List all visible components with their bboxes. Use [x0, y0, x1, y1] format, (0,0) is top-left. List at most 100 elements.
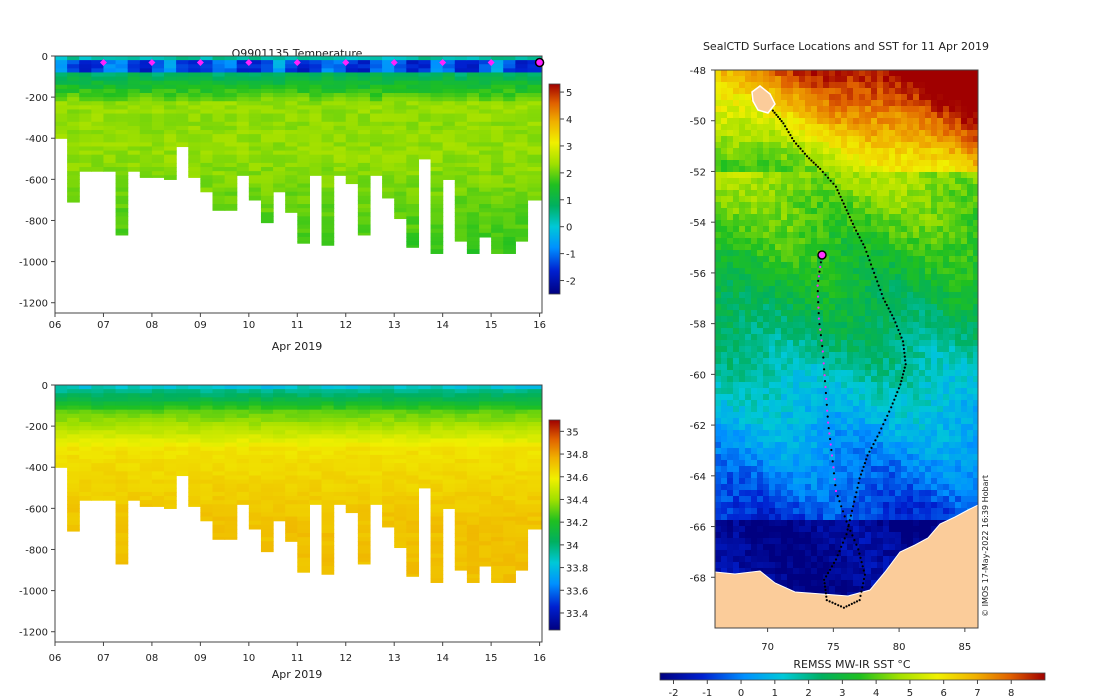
temperature-xtick-12: 12 — [339, 320, 352, 331]
salinity-ytick--200: -200 — [25, 422, 48, 433]
salinity-xtick-07: 07 — [97, 653, 110, 664]
surface-marker-9 — [196, 59, 204, 66]
antarctic-land — [715, 504, 978, 628]
salinity-xtick-10: 10 — [242, 653, 255, 664]
salinity-ytick--600: -600 — [25, 504, 48, 515]
salinity-profile-7 — [127, 385, 141, 501]
salinity-cbar-tick: 34.2 — [566, 518, 588, 529]
sst-cbar-tick: -2 — [669, 688, 679, 699]
sst-colorbar — [659, 672, 1046, 681]
lat-tick--62: -62 — [690, 421, 706, 432]
salinity-ytick--400: -400 — [25, 463, 48, 474]
salinity-colorbar — [548, 419, 561, 631]
longitude-axis: 70 75 80 85 — [761, 628, 971, 653]
temperature-cbar-tick: 5 — [566, 88, 572, 99]
current-profile-marker — [534, 57, 545, 68]
sst-cbar-tick: -1 — [702, 688, 712, 699]
sst-cbar-tick: 0 — [738, 688, 744, 699]
salinity-xtick-13: 13 — [388, 653, 401, 664]
temperature-profile-10 — [164, 56, 177, 180]
temperature-profile-39 — [515, 56, 529, 242]
temperature-profile-37 — [491, 56, 504, 254]
salinity-profile-12 — [188, 385, 201, 507]
lat-tick--64: -64 — [690, 472, 706, 483]
temperature-profile-6 — [115, 56, 129, 236]
temperature-profile-4 — [91, 56, 105, 172]
temperature-cbar-tick: 0 — [566, 223, 572, 234]
map-axes-frame — [714, 69, 979, 629]
temperature-colorbar — [548, 83, 561, 295]
sst-cbar-tick: 4 — [873, 688, 879, 699]
salinity-xtick-16: 16 — [533, 653, 546, 664]
salinity-cbar-tick: 35 — [566, 427, 579, 438]
salinity-profile-15 — [224, 385, 238, 540]
sst-cbar-tick: 3 — [839, 688, 845, 699]
lat-tick--52: -52 — [690, 167, 706, 178]
salinity-ytick-0: 0 — [42, 381, 48, 392]
temperature-ytick-0: 0 — [42, 52, 48, 63]
surface-marker-8 — [148, 59, 156, 66]
salinity-cbar-tick: 33.8 — [566, 564, 588, 575]
temperature-xtick-10: 10 — [242, 320, 255, 331]
salinity-profile-32 — [430, 385, 444, 583]
temperature-xtick-16: 16 — [533, 320, 546, 331]
salinity-profile-10 — [164, 385, 177, 509]
surface-marker-11 — [293, 59, 301, 66]
seal-track — [771, 109, 907, 609]
salinity-profile-11 — [176, 385, 189, 477]
salinity-profile-4 — [91, 385, 105, 501]
temperature-x-axis: 06 07 08 09 10 11 12 13 14 15 16 — [49, 313, 546, 331]
temperature-profile-12 — [188, 56, 201, 178]
salinity-profile-9 — [151, 385, 165, 507]
lat-tick--50: -50 — [690, 117, 706, 128]
sst-cbar-tick: 7 — [974, 688, 980, 699]
temperature-profile-24 — [333, 56, 347, 176]
temperature-profile-8 — [139, 56, 153, 178]
temperature-cbar-tick: 1 — [566, 196, 572, 207]
salinity-profile-5 — [103, 385, 117, 501]
salinity-profile-37 — [491, 385, 504, 583]
salinity-profile-20 — [285, 385, 298, 542]
salinity-profiles — [55, 385, 542, 583]
sst-cbar-tick: 2 — [805, 688, 811, 699]
temperature-colorbar-ticks: 5 4 3 2 1 0 -1 -2 — [560, 88, 576, 288]
salinity-cbar-tick: 33.4 — [566, 609, 588, 620]
temperature-profile-21 — [297, 56, 310, 244]
surface-marker-10 — [245, 59, 253, 66]
surface-marker-14 — [439, 59, 447, 66]
credit-text: © IMOS 17-May-2022 16:39 Hobart — [981, 475, 990, 617]
salinity-profile-25 — [345, 385, 359, 514]
temperature-profile-13 — [200, 56, 214, 193]
sst-cbar-tick: 8 — [1008, 688, 1014, 699]
temperature-profile-23 — [321, 56, 335, 246]
salinity-cbar-tick: 33.6 — [566, 586, 588, 597]
lat-tick--58: -58 — [690, 320, 706, 331]
salinity-profile-39 — [515, 385, 529, 571]
salinity-profile-23 — [321, 385, 335, 575]
salinity-xtick-14: 14 — [436, 653, 449, 664]
temperature-profile-5 — [103, 56, 117, 172]
salinity-x-axis: 06 07 08 09 10 11 12 13 14 15 16 — [49, 642, 546, 664]
salinity-profile-40 — [527, 385, 542, 530]
temperature-profile-29 — [394, 56, 407, 220]
temperature-y-axis: 0 -200 -400 -600 -800 -1000 -1200 — [19, 52, 55, 310]
temperature-cbar-tick: 2 — [566, 169, 572, 180]
temperature-profile-11 — [176, 56, 189, 148]
sst-cbar-tick: 1 — [772, 688, 778, 699]
temperature-cbar-tick: -2 — [566, 277, 576, 288]
salinity-ytick--1200: -1200 — [19, 628, 48, 639]
temperature-axes-frame — [54, 55, 543, 314]
salinity-cbar-tick: 34.4 — [566, 495, 588, 506]
temperature-profile-27 — [369, 56, 383, 176]
surface-marker-12 — [342, 59, 350, 66]
salinity-cbar-tick: 34.8 — [566, 450, 588, 461]
salinity-profile-1 — [55, 385, 68, 468]
salinity-profile-2 — [67, 385, 80, 532]
salinity-profile-27 — [369, 385, 383, 505]
salinity-cbar-tick: 34 — [566, 541, 579, 552]
temperature-xtick-06: 06 — [49, 320, 62, 331]
temperature-profile-3 — [79, 56, 92, 172]
salinity-profile-28 — [382, 385, 395, 528]
salinity-profile-18 — [260, 385, 274, 553]
sst-cbar-tick: 5 — [907, 688, 913, 699]
